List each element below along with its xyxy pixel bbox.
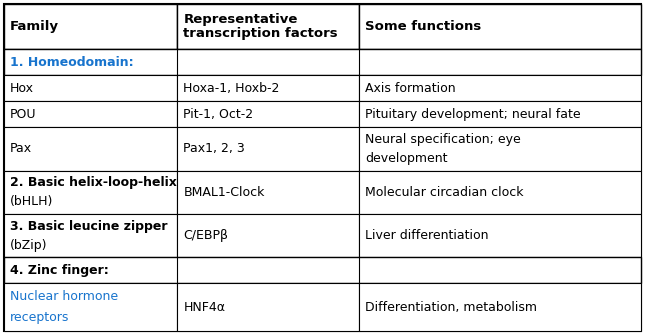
- Text: Hoxa-1, Hoxb-2: Hoxa-1, Hoxb-2: [183, 82, 280, 94]
- Bar: [4, 257, 641, 283]
- Bar: [177, 127, 359, 171]
- Bar: [177, 171, 359, 214]
- Text: BMAL1-Clock: BMAL1-Clock: [183, 186, 264, 199]
- Bar: [359, 75, 641, 101]
- Bar: [4, 127, 177, 171]
- Text: Representative: Representative: [183, 13, 297, 26]
- Text: (bZip): (bZip): [10, 239, 48, 252]
- Bar: [177, 101, 359, 127]
- Bar: [359, 283, 641, 331]
- Text: Pituitary development; neural fate: Pituitary development; neural fate: [365, 108, 580, 121]
- Text: Pax: Pax: [10, 142, 32, 155]
- Bar: [359, 4, 641, 49]
- Text: development: development: [365, 152, 448, 165]
- Bar: [177, 4, 359, 49]
- Bar: [4, 214, 177, 257]
- Bar: [4, 75, 177, 101]
- Bar: [177, 75, 359, 101]
- Text: Family: Family: [10, 20, 59, 33]
- Text: HNF4α: HNF4α: [183, 300, 225, 314]
- Text: Liver differentiation: Liver differentiation: [365, 229, 488, 242]
- Text: 1. Homeodomain:: 1. Homeodomain:: [10, 56, 134, 69]
- Bar: [4, 4, 177, 49]
- Text: POU: POU: [10, 108, 37, 121]
- Text: 2. Basic helix-loop-helix: 2. Basic helix-loop-helix: [10, 176, 177, 189]
- Bar: [4, 283, 177, 331]
- Text: Differentiation, metabolism: Differentiation, metabolism: [365, 300, 537, 314]
- Text: Pit-1, Oct-2: Pit-1, Oct-2: [183, 108, 253, 121]
- Bar: [359, 214, 641, 257]
- Text: transcription factors: transcription factors: [183, 27, 338, 40]
- Text: 4. Zinc finger:: 4. Zinc finger:: [10, 264, 109, 277]
- Text: receptors: receptors: [10, 311, 70, 324]
- Bar: [4, 171, 177, 214]
- Text: 3. Basic leucine zipper: 3. Basic leucine zipper: [10, 220, 168, 233]
- Bar: [359, 171, 641, 214]
- Text: (bHLH): (bHLH): [10, 195, 54, 208]
- Text: Axis formation: Axis formation: [365, 82, 455, 94]
- Bar: [359, 101, 641, 127]
- Bar: [4, 49, 641, 75]
- Bar: [4, 101, 177, 127]
- Bar: [359, 127, 641, 171]
- Text: Molecular circadian clock: Molecular circadian clock: [365, 186, 523, 199]
- Text: C/EBPβ: C/EBPβ: [183, 229, 228, 242]
- Text: Nuclear hormone: Nuclear hormone: [10, 290, 118, 303]
- Bar: [177, 283, 359, 331]
- Bar: [177, 214, 359, 257]
- Text: Neural specification; eye: Neural specification; eye: [365, 133, 521, 146]
- Text: Pax1, 2, 3: Pax1, 2, 3: [183, 142, 245, 155]
- Text: Hox: Hox: [10, 82, 34, 94]
- Text: Some functions: Some functions: [365, 20, 481, 33]
